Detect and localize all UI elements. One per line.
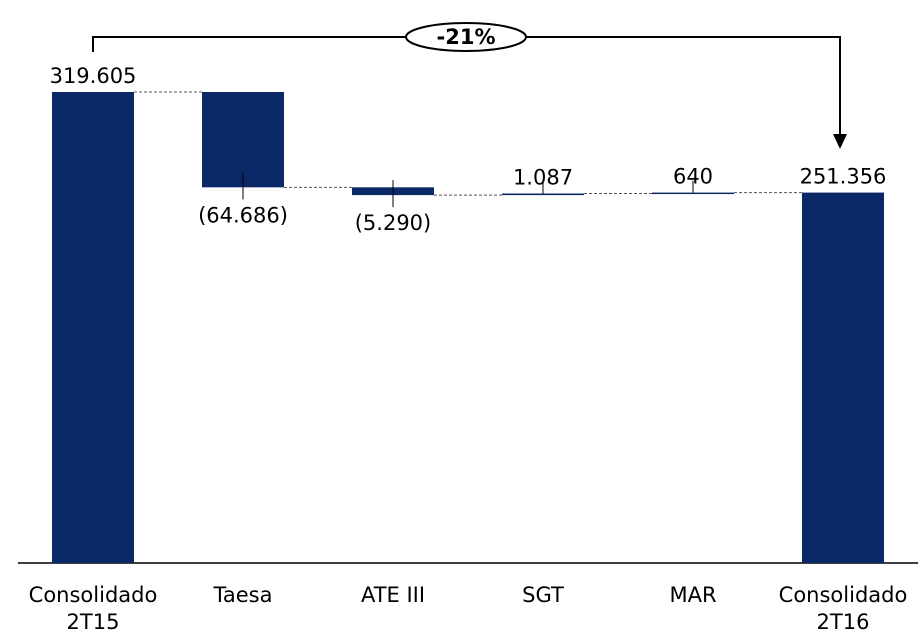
- x-tick-label: Consolidado 2T15: [28, 583, 158, 634]
- bar: [202, 92, 284, 188]
- arrow-head: [833, 134, 847, 149]
- value-label: (5.290): [355, 211, 432, 235]
- value-label: 251.356: [800, 165, 887, 189]
- x-tick-label: MAR: [669, 583, 717, 607]
- x-tick-label: SGT: [522, 583, 564, 607]
- value-label: (64.686): [198, 203, 288, 227]
- change-badge: [405, 22, 527, 52]
- value-label: 319.605: [50, 64, 137, 88]
- bar: [802, 192, 884, 563]
- bar: [52, 92, 134, 563]
- x-tick-label: Taesa: [213, 583, 273, 607]
- change-label: -21%: [437, 25, 496, 49]
- value-label: 1.087: [513, 166, 573, 190]
- x-tick-label: ATE III: [360, 583, 426, 607]
- bar: [652, 192, 734, 195]
- change-bracket: [92, 36, 841, 138]
- bar: [502, 193, 584, 196]
- x-tick-label: Consolidado 2T16: [778, 583, 908, 634]
- value-label: 640: [673, 165, 713, 189]
